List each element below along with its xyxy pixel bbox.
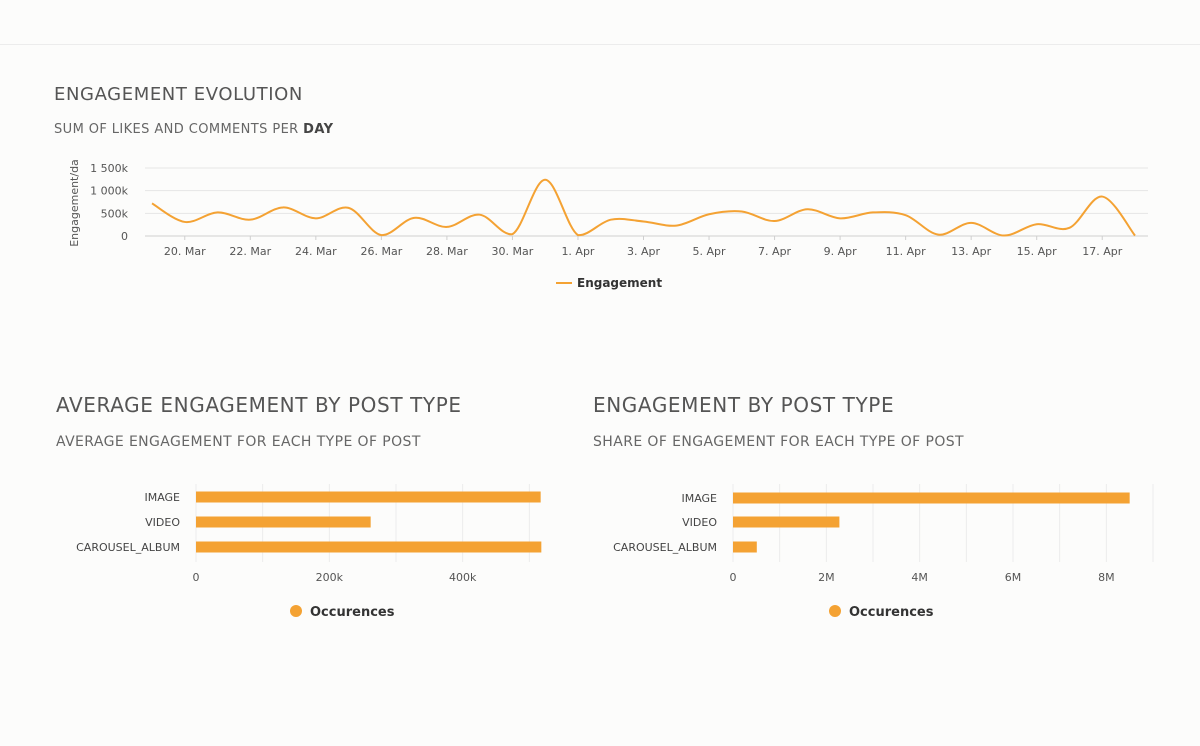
legend-label: Occurences bbox=[310, 605, 395, 620]
x-tick-label: 15. Apr bbox=[1017, 245, 1057, 258]
legend-label: Engagement bbox=[577, 276, 662, 290]
bar-image bbox=[733, 492, 1130, 504]
avg-chart-subtitle: AVERAGE ENGAGEMENT FOR EACH TYPE OF POST bbox=[56, 434, 421, 450]
share-engagement-bar-chart: 0 2M 4M 6M 8M IMAGE VIDEO CAROUSEL_ALBUM Occuren… bbox=[613, 484, 1154, 620]
bar-carousel-album bbox=[196, 541, 542, 553]
x-tick-label: 400k bbox=[449, 571, 477, 584]
category-label: VIDEO bbox=[682, 516, 717, 529]
category-label: CAROUSEL_ALBUM bbox=[613, 541, 717, 554]
share-chart-title: ENGAGEMENT BY POST TYPE bbox=[593, 393, 895, 417]
x-tick-label: 1. Apr bbox=[561, 245, 594, 258]
y-tick-label: 1 000k bbox=[90, 185, 128, 198]
x-tick-label: 2M bbox=[818, 571, 835, 584]
x-tick-label: 28. Mar bbox=[426, 245, 468, 258]
x-tick-label: 17. Apr bbox=[1082, 245, 1122, 258]
line-chart-subtitle: SUM OF LIKES AND COMMENTS PER DAY bbox=[54, 122, 333, 137]
x-tick-label: 3. Apr bbox=[627, 245, 660, 258]
legend-dot-symbol bbox=[290, 605, 302, 617]
legend-label: Occurences bbox=[849, 605, 934, 620]
x-tick-label: 0 bbox=[193, 571, 200, 584]
avg-engagement-bar-chart: 0 200k 400k IMAGE VIDEO CAROUSEL_ALBUM Occuren… bbox=[76, 484, 542, 620]
bar-video bbox=[733, 516, 840, 528]
category-label: CAROUSEL_ALBUM bbox=[76, 541, 180, 554]
bar-video bbox=[196, 516, 371, 528]
x-tick-label: 7. Apr bbox=[758, 245, 791, 258]
share-chart-subtitle: SHARE OF ENGAGEMENT FOR EACH TYPE OF POS… bbox=[593, 434, 964, 450]
category-label: IMAGE bbox=[144, 491, 180, 504]
engagement-series-line bbox=[151, 178, 1136, 237]
category-label: VIDEO bbox=[145, 516, 180, 529]
x-tick-label: 24. Mar bbox=[295, 245, 337, 258]
bar-carousel-album bbox=[733, 541, 757, 553]
x-tick-label: 0 bbox=[730, 571, 737, 584]
line-chart-subtitle-text: SUM OF LIKES AND COMMENTS PER bbox=[54, 122, 304, 137]
avg-chart-title: AVERAGE ENGAGEMENT BY POST TYPE bbox=[56, 393, 462, 417]
x-tick-label: 22. Mar bbox=[229, 245, 271, 258]
y-tick-label: 0 bbox=[121, 230, 128, 243]
y-axis-label: Engagement/da bbox=[68, 159, 81, 247]
x-tick-label: 9. Apr bbox=[824, 245, 857, 258]
x-tick-label: 6M bbox=[1005, 571, 1022, 584]
bar-image bbox=[196, 491, 541, 503]
x-tick-label: 26. Mar bbox=[360, 245, 402, 258]
line-chart-subtitle-emphasis: DAY bbox=[303, 122, 334, 137]
x-tick-label: 20. Mar bbox=[164, 245, 206, 258]
x-tick-label: 8M bbox=[1098, 571, 1115, 584]
x-tick-label: 30. Mar bbox=[492, 245, 534, 258]
engagement-line-chart: 0 500k 1 000k 1 500k Engagement/da 20. Mar 22.… bbox=[68, 159, 1148, 290]
x-tick-label: 11. Apr bbox=[886, 245, 926, 258]
y-tick-label: 500k bbox=[101, 207, 129, 220]
x-tick-label: 200k bbox=[316, 571, 344, 584]
line-chart-title: ENGAGEMENT EVOLUTION bbox=[54, 84, 303, 105]
dashboard-panel bbox=[0, 44, 1200, 746]
category-label: IMAGE bbox=[681, 492, 717, 505]
x-tick-label: 5. Apr bbox=[693, 245, 726, 258]
x-tick-label: 13. Apr bbox=[951, 245, 991, 258]
x-tick-label: 4M bbox=[911, 571, 928, 584]
y-tick-label: 1 500k bbox=[90, 162, 128, 175]
legend-dot-symbol bbox=[829, 605, 841, 617]
